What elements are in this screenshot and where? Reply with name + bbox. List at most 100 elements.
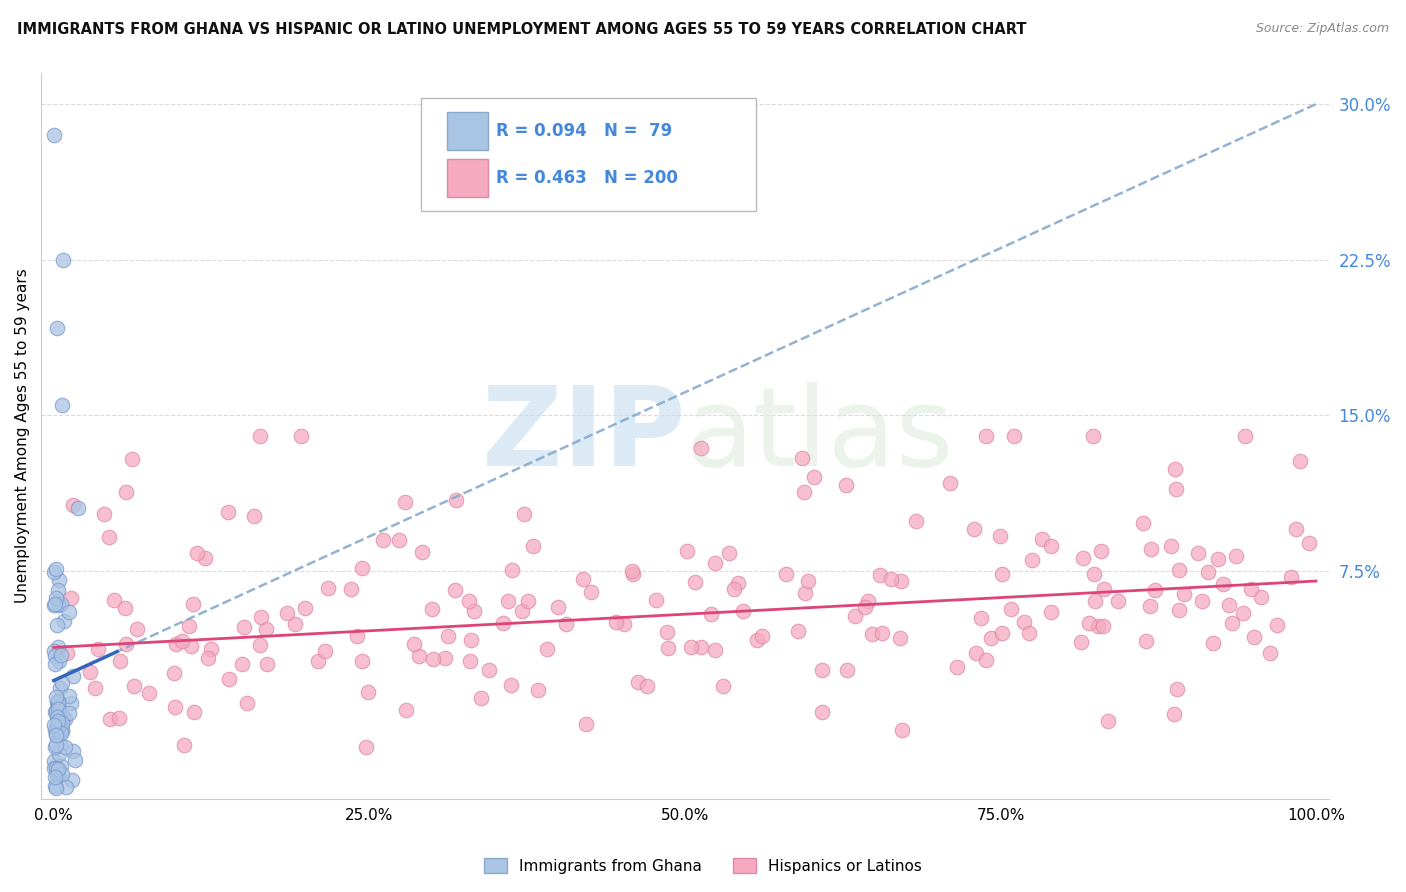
Point bbox=[48, 707, 70, 722]
Point bbox=[108, 654, 131, 668]
Point bbox=[51, 676, 73, 690]
Point bbox=[180, 640, 202, 654]
Point bbox=[173, 739, 195, 753]
Point bbox=[46, 766, 69, 780]
Point bbox=[690, 640, 713, 654]
Point bbox=[48, 573, 70, 587]
Point bbox=[217, 505, 239, 519]
Point bbox=[1071, 550, 1094, 565]
Point bbox=[163, 666, 186, 681]
Point bbox=[856, 594, 879, 608]
Point bbox=[46, 762, 69, 776]
Point bbox=[1173, 587, 1195, 601]
Point bbox=[496, 594, 519, 608]
Point bbox=[45, 591, 67, 606]
Point bbox=[284, 617, 307, 632]
Text: ZIP: ZIP bbox=[481, 383, 685, 490]
Point bbox=[793, 586, 815, 600]
Point bbox=[44, 128, 66, 143]
Point bbox=[127, 622, 149, 636]
Point bbox=[172, 634, 194, 648]
Point bbox=[605, 615, 627, 630]
Point bbox=[249, 429, 271, 443]
Point bbox=[44, 770, 66, 784]
Point bbox=[700, 607, 723, 622]
Point bbox=[579, 585, 602, 599]
Point bbox=[163, 699, 186, 714]
Point bbox=[44, 565, 66, 579]
Point bbox=[527, 683, 550, 698]
Point bbox=[613, 617, 636, 632]
Point bbox=[835, 478, 858, 492]
Point bbox=[294, 601, 316, 615]
Point bbox=[45, 727, 67, 741]
Point bbox=[1250, 590, 1272, 604]
Point bbox=[124, 679, 146, 693]
Point bbox=[121, 452, 143, 467]
Point bbox=[62, 498, 84, 512]
Point bbox=[1163, 707, 1185, 722]
Point bbox=[477, 663, 499, 677]
Point bbox=[49, 726, 72, 740]
Point bbox=[256, 657, 278, 671]
Point bbox=[512, 507, 534, 521]
Point bbox=[58, 605, 80, 619]
Point bbox=[87, 642, 110, 657]
Point bbox=[46, 640, 69, 654]
Point bbox=[731, 604, 754, 618]
Point bbox=[1240, 582, 1263, 597]
FancyBboxPatch shape bbox=[447, 160, 488, 197]
Point bbox=[510, 604, 533, 618]
Point bbox=[470, 690, 492, 705]
Point bbox=[179, 619, 201, 633]
Point bbox=[254, 622, 277, 636]
Point bbox=[1002, 429, 1025, 443]
Point bbox=[1212, 577, 1234, 591]
Point bbox=[988, 529, 1011, 543]
Point bbox=[58, 690, 80, 704]
Point bbox=[974, 653, 997, 667]
Point bbox=[115, 485, 138, 500]
Point bbox=[1000, 602, 1022, 616]
Point bbox=[1090, 543, 1112, 558]
Point bbox=[657, 641, 679, 656]
Point bbox=[522, 539, 544, 553]
Point bbox=[621, 567, 644, 582]
Text: IMMIGRANTS FROM GHANA VS HISPANIC OR LATINO UNEMPLOYMENT AMONG AGES 55 TO 59 YEA: IMMIGRANTS FROM GHANA VS HISPANIC OR LAT… bbox=[17, 22, 1026, 37]
Point bbox=[97, 530, 120, 544]
Point bbox=[444, 583, 467, 598]
Point bbox=[42, 718, 65, 732]
Point bbox=[555, 616, 578, 631]
Point bbox=[46, 698, 69, 712]
Point bbox=[46, 702, 69, 716]
Point bbox=[45, 720, 67, 734]
Point bbox=[990, 566, 1012, 581]
Point bbox=[46, 321, 69, 335]
Point bbox=[803, 470, 825, 484]
Point bbox=[711, 679, 734, 693]
Point bbox=[786, 624, 808, 639]
Point bbox=[775, 566, 797, 581]
Point bbox=[463, 604, 485, 618]
Point bbox=[46, 710, 69, 724]
Point bbox=[51, 398, 73, 412]
Point bbox=[250, 609, 273, 624]
Point bbox=[51, 723, 73, 737]
Point bbox=[444, 492, 467, 507]
Point bbox=[869, 567, 891, 582]
Point bbox=[1279, 570, 1302, 584]
Point bbox=[460, 632, 482, 647]
Point bbox=[44, 723, 66, 737]
Point bbox=[904, 514, 927, 528]
Point bbox=[1202, 636, 1225, 650]
Point bbox=[1087, 618, 1109, 632]
Point bbox=[717, 546, 740, 560]
Point bbox=[373, 533, 395, 547]
Point bbox=[52, 710, 75, 724]
Point bbox=[980, 631, 1002, 645]
Point bbox=[644, 592, 666, 607]
Point bbox=[48, 681, 70, 696]
Point bbox=[1135, 633, 1157, 648]
Point bbox=[437, 629, 460, 643]
Point bbox=[218, 672, 240, 686]
